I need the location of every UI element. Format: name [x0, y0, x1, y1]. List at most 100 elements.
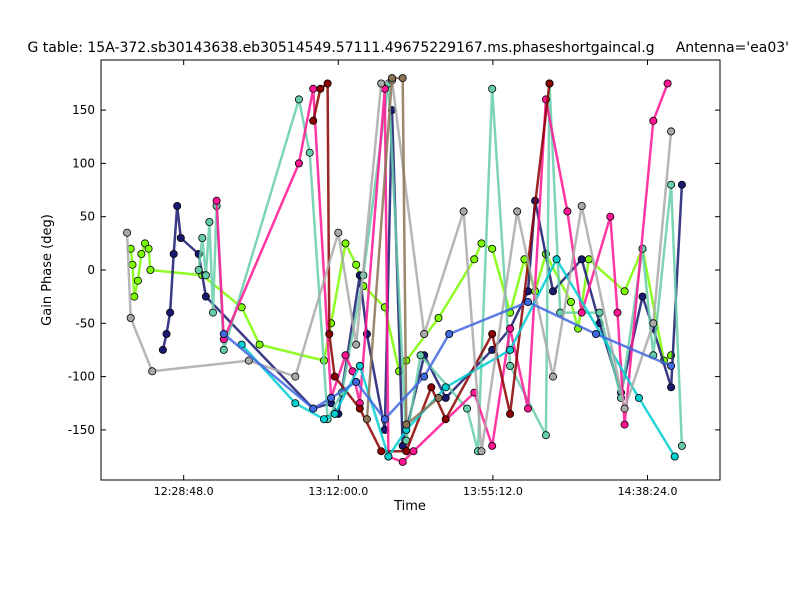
data-point	[291, 399, 300, 408]
data-point	[592, 329, 601, 338]
series-6	[123, 76, 676, 456]
data-point	[198, 233, 207, 242]
series-1	[158, 106, 686, 450]
data-point	[362, 415, 371, 424]
data-point	[212, 196, 221, 205]
data-point	[549, 372, 558, 381]
data-point	[420, 329, 429, 338]
data-point	[398, 457, 407, 466]
data-point	[355, 404, 364, 413]
data-point	[416, 351, 425, 360]
data-point	[323, 79, 332, 88]
data-point	[649, 319, 658, 328]
data-point	[549, 287, 558, 296]
data-point	[327, 393, 336, 402]
chart-title: G table: 15A-372.sb30143638.eb30514549.5…	[27, 40, 654, 56]
x-axis-label: Time	[393, 499, 426, 514]
data-point	[380, 415, 389, 424]
data-point	[463, 404, 472, 413]
data-point	[384, 452, 393, 461]
data-point	[434, 313, 443, 322]
data-point	[409, 447, 418, 456]
data-point	[470, 255, 479, 264]
y-tick-label: -150	[68, 423, 95, 437]
data-point	[566, 297, 575, 306]
data-point	[620, 420, 629, 429]
data-point	[488, 441, 497, 450]
data-point	[334, 228, 343, 237]
data-point	[613, 308, 622, 317]
series-layer	[123, 74, 686, 466]
data-point	[169, 249, 178, 258]
data-point	[219, 345, 228, 354]
data-point	[441, 383, 450, 392]
data-point	[166, 308, 175, 317]
data-point	[577, 308, 586, 317]
data-point	[577, 255, 586, 264]
data-point	[144, 244, 153, 253]
data-point	[219, 329, 228, 338]
data-point	[667, 180, 676, 189]
data-point	[524, 297, 533, 306]
data-point	[524, 404, 533, 413]
data-point	[341, 351, 350, 360]
data-point	[291, 372, 300, 381]
data-point	[319, 415, 328, 424]
data-point	[309, 116, 318, 125]
data-point	[606, 212, 615, 221]
data-point	[133, 276, 142, 285]
data-point	[477, 239, 486, 248]
data-point	[670, 452, 679, 461]
series-5	[237, 255, 679, 461]
x-tick-label: 14:38:24.0	[618, 485, 678, 498]
data-point	[126, 313, 135, 322]
data-point	[194, 265, 203, 274]
data-point	[552, 255, 561, 264]
data-point	[294, 159, 303, 168]
data-point	[309, 404, 318, 413]
data-point	[208, 308, 217, 317]
data-point	[634, 393, 643, 402]
antenna-label: Antenna='ea03'	[676, 40, 789, 56]
x-tick-label: 13:12:00.0	[308, 485, 368, 498]
axes-layer: 150 100 50 0 -50 -100 -150 12:28:48.0 13:12:00.0…	[68, 60, 720, 498]
data-point	[173, 201, 182, 210]
data-point	[420, 372, 429, 381]
data-point	[325, 329, 334, 338]
y-tick-label: 0	[87, 263, 95, 277]
data-point	[434, 393, 443, 402]
series-line	[197, 82, 684, 453]
data-point	[427, 383, 436, 392]
series-line	[161, 108, 684, 448]
data-point	[667, 127, 676, 136]
data-point	[255, 340, 264, 349]
data-point	[352, 340, 361, 349]
data-point	[123, 228, 132, 237]
data-point	[305, 148, 314, 157]
data-point	[146, 265, 155, 274]
data-point	[402, 420, 411, 429]
data-point	[294, 95, 303, 104]
data-point	[545, 79, 554, 88]
data-point	[677, 180, 686, 189]
y-axis-label: Gain Phase (deg)	[40, 214, 55, 326]
data-point	[649, 116, 658, 125]
data-point	[352, 260, 361, 269]
series-line	[240, 258, 676, 458]
data-point	[477, 447, 486, 456]
data-point	[445, 329, 454, 338]
x-tick-label: 13:55:12.0	[463, 485, 523, 498]
data-point	[441, 393, 450, 402]
series-4	[309, 79, 554, 456]
series-line	[215, 83, 669, 464]
data-point	[506, 361, 515, 370]
data-point	[398, 74, 407, 83]
data-point	[488, 84, 497, 93]
data-point	[377, 447, 386, 456]
data-point	[355, 361, 364, 370]
data-point	[309, 84, 318, 93]
data-point	[577, 201, 586, 210]
data-point	[667, 383, 676, 392]
data-point	[441, 415, 450, 424]
